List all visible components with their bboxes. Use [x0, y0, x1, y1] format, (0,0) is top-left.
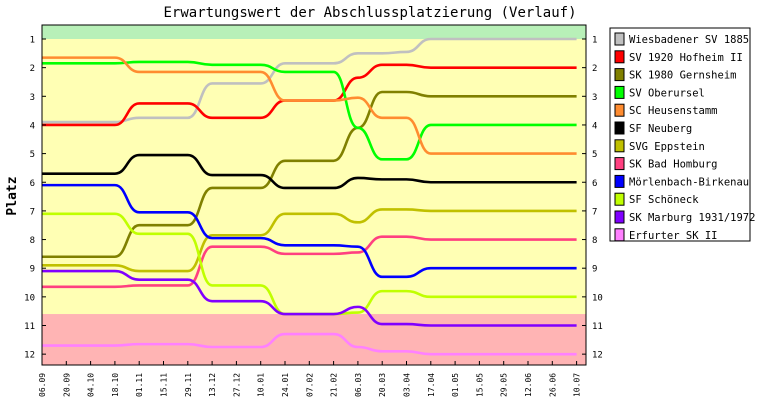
legend-swatch — [614, 192, 625, 206]
x-tick-label: 06.09 — [38, 373, 47, 397]
x-tick-label: 29.05 — [500, 373, 509, 397]
y-tick-label-right: 4 — [592, 121, 597, 131]
x-tick-label: 17.04 — [427, 373, 436, 397]
zone-band-0 — [42, 25, 586, 39]
y-tick-label-right: 10 — [592, 293, 603, 303]
x-tick-label: 03.04 — [403, 373, 412, 397]
x-tick-label: 06.03 — [354, 373, 363, 397]
zone-bands — [42, 25, 586, 365]
legend-box — [609, 27, 751, 242]
legend-entry: SK Bad Homburg — [629, 159, 718, 171]
series-line-0 — [41, 37, 577, 124]
legend-entry: SC Heusenstamm — [629, 105, 718, 117]
x-tick-label: 01.05 — [451, 373, 460, 397]
x-tick-label: 12.06 — [524, 373, 533, 397]
legend-swatch — [614, 157, 625, 171]
legend-entry: SF Schöneck — [629, 194, 699, 206]
chart-title: Erwartungswert der Abschlussplatzierung … — [163, 5, 576, 21]
legend-entry: SV 1920 Hofheim II — [629, 52, 743, 64]
legend-swatch — [614, 228, 625, 242]
series-line-11 — [42, 332, 577, 356]
x-tick-label: 07.02 — [305, 373, 314, 397]
y-tick-label-right: 11 — [592, 322, 603, 332]
y-tick-label-left: 7 — [30, 207, 35, 217]
y-tick-label-right: 8 — [592, 236, 597, 246]
series-lines — [41, 37, 577, 356]
x-tick-label: 29.11 — [184, 373, 193, 397]
x-tick-label: 15.05 — [475, 373, 484, 397]
x-tick-label: 15.11 — [160, 373, 169, 397]
y-tick-label-right: 5 — [592, 150, 597, 160]
legend-swatch — [614, 139, 625, 153]
legend: Wiesbadener SV 1885 SV 1920 Hofheim II SK … — [609, 27, 755, 242]
series-line-3 — [41, 60, 577, 161]
y-tick-label-left: 8 — [30, 236, 35, 246]
legend-swatch — [614, 103, 625, 117]
x-tick-label: 26.06 — [548, 373, 557, 397]
series-line-2 — [42, 90, 577, 259]
y-tick-label-right: 6 — [592, 179, 597, 189]
legend-entry: SK 1980 Gernsheim — [629, 70, 736, 82]
legend-entry: Wiesbadener SV 1885 — [629, 34, 749, 46]
series-line-5 — [42, 153, 577, 190]
x-tick-label: 04.10 — [87, 373, 96, 397]
legend-swatch — [614, 50, 625, 64]
series-line-4 — [42, 56, 577, 155]
x-tick-label: 13.12 — [208, 373, 217, 397]
series-line-10 — [41, 269, 577, 327]
plot-frame — [41, 24, 587, 366]
legend-entry: SF Neuberg — [629, 123, 692, 135]
y-tick-label-left: 10 — [24, 293, 35, 303]
legend-swatch — [614, 32, 625, 46]
legend-swatch — [614, 210, 625, 224]
x-tick-label: 10.07 — [573, 373, 582, 397]
y-tick-label-left: 6 — [30, 179, 35, 189]
legend-swatch — [614, 68, 625, 82]
x-tick-label: 01.11 — [135, 373, 144, 397]
legend-swatch — [614, 85, 625, 99]
x-tick-label: 18.10 — [111, 373, 120, 397]
y-tick-label-right: 7 — [592, 207, 597, 217]
legend-entry: Mörlenbach-Birkenau — [629, 176, 749, 188]
zone-band-2 — [42, 314, 586, 365]
legend-swatch — [614, 121, 625, 135]
x-tick-label: 27.12 — [232, 373, 241, 397]
y-axis-label: Platz — [5, 176, 20, 215]
y-tick-label-left: 3 — [30, 93, 35, 103]
legend-entry: Erfurter SK II — [629, 230, 718, 242]
series-line-8 — [42, 183, 577, 279]
y-tick-label-left: 12 — [24, 351, 35, 361]
y-tick-label-right: 2 — [592, 64, 597, 74]
x-tick-label: 20.03 — [378, 373, 387, 397]
legend-swatch — [614, 174, 625, 188]
y-tick-label-left: 5 — [30, 150, 35, 160]
y-tick-label-right: 3 — [592, 93, 597, 103]
x-tick-label: 20.09 — [62, 373, 71, 397]
y-tick-label-left: 9 — [30, 265, 35, 275]
x-tick-label: 10.01 — [257, 373, 266, 397]
y-tick-label-left: 4 — [30, 121, 35, 131]
y-tick-label-left: 1 — [30, 36, 35, 46]
legend-entry: SVG Eppstein — [629, 141, 705, 153]
series-line-6 — [42, 208, 577, 273]
y-tick-label-right: 12 — [592, 351, 603, 361]
legend-entry: SV Oberursel — [629, 87, 705, 99]
y-tick-label-left: 2 — [30, 64, 35, 74]
y-tick-label-right: 9 — [592, 265, 597, 275]
y-tick-label-left: 11 — [24, 322, 35, 332]
x-tick-label: 21.02 — [330, 373, 339, 397]
legend-entry: SK Marburg 1931/1972 — [629, 212, 755, 224]
y-tick-label-right: 1 — [592, 36, 597, 46]
x-tick-label: 24.01 — [281, 373, 290, 397]
series-line-7 — [42, 235, 577, 289]
